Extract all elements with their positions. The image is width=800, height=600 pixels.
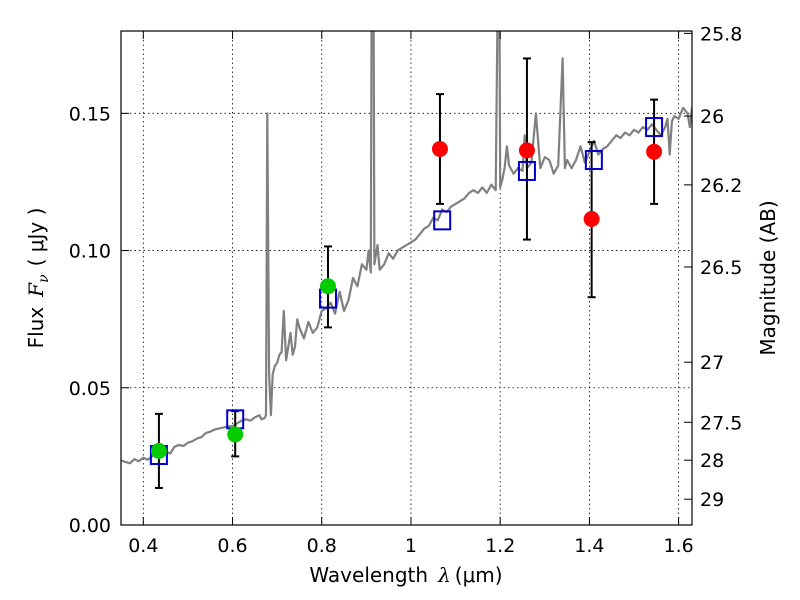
- x-tick-label: 0.8: [307, 535, 337, 557]
- observed-point: [583, 210, 600, 227]
- x-tick-label: 1.2: [485, 535, 515, 557]
- x-axis-label-symbol: λ: [437, 563, 451, 587]
- y-axis-label-symbol: F: [24, 282, 48, 298]
- model-point-square: [433, 210, 452, 231]
- x-axis-label-text: Wavelength: [309, 563, 428, 587]
- y2-tick-label: 25.8: [700, 23, 742, 45]
- y-axis-ticks: 0.00 0.05 0.10 0.15: [69, 103, 129, 537]
- model-point-square: [584, 149, 603, 170]
- x-tick-label: 1.4: [574, 535, 604, 557]
- plot-frame: [120, 30, 693, 526]
- y-axis-label-subscript: ν: [36, 274, 52, 283]
- y2-tick-label: 26.2: [700, 175, 742, 197]
- y2-tick-label: 29: [700, 489, 724, 511]
- y-tick-label: 0.05: [69, 378, 111, 400]
- observed-point: [150, 442, 167, 459]
- model-point-square: [517, 160, 536, 181]
- y2-tick-label: 27.5: [700, 412, 742, 434]
- x-tick-label: 0.6: [217, 535, 247, 557]
- y2-tick-label: 26.5: [700, 257, 742, 279]
- y-axis-label-unit: ( μJy ): [24, 208, 48, 267]
- observed-photometry-points: [150, 141, 663, 459]
- x-axis-ticks: 0.4 0.6 0.8 1 1.2 1.4 1.6: [128, 31, 694, 557]
- x-tick-label: 1.6: [664, 535, 694, 557]
- y2-axis-label: Magnitude (AB): [756, 200, 780, 355]
- y2-axis-ticks: 25.8 26 26.2 26.5 27 27.5 28 29: [684, 23, 742, 511]
- observed-point: [319, 278, 336, 295]
- model-point-square: [645, 117, 664, 138]
- observed-point: [227, 426, 244, 443]
- y2-tick-label: 28: [700, 450, 724, 472]
- x-tick-label: 0.4: [128, 535, 158, 557]
- x-axis-label: Wavelength λ (μm): [309, 563, 502, 587]
- y-axis-label: Flux Fν ( μJy ): [24, 208, 52, 349]
- x-tick-label: 1: [405, 535, 417, 557]
- y2-tick-label: 26: [700, 106, 724, 128]
- observed-point: [431, 141, 448, 158]
- x-axis-label-unit: (μm): [455, 563, 503, 587]
- observed-point: [646, 143, 663, 160]
- plot-background: [121, 31, 692, 525]
- y-tick-label: 0.10: [69, 241, 111, 263]
- y-axis-label-text: Flux: [24, 307, 48, 349]
- y-tick-label: 0.00: [69, 515, 111, 537]
- y-tick-label: 0.15: [69, 103, 111, 125]
- observed-point: [518, 142, 535, 159]
- y2-tick-label: 27: [700, 352, 724, 374]
